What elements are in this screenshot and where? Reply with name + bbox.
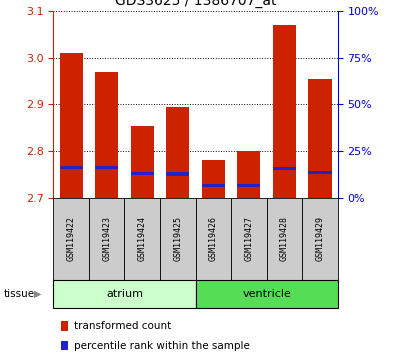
- Text: ▶: ▶: [34, 289, 41, 299]
- Bar: [166, 172, 189, 176]
- Text: GSM119422: GSM119422: [67, 216, 75, 262]
- Text: GSM119423: GSM119423: [102, 216, 111, 262]
- Bar: [196, 198, 231, 280]
- Bar: [53, 280, 196, 308]
- Bar: [95, 166, 118, 169]
- Bar: [202, 184, 225, 187]
- Bar: [308, 79, 331, 198]
- Text: GSM119427: GSM119427: [245, 216, 253, 262]
- Bar: [124, 198, 160, 280]
- Bar: [302, 198, 338, 280]
- Text: transformed count: transformed count: [74, 321, 171, 331]
- Bar: [160, 198, 196, 280]
- Text: GSM119426: GSM119426: [209, 216, 218, 262]
- Text: GSM119424: GSM119424: [138, 216, 147, 262]
- Bar: [166, 107, 189, 198]
- Text: GSM119429: GSM119429: [316, 216, 324, 262]
- Title: GDS3625 / 1386707_at: GDS3625 / 1386707_at: [115, 0, 276, 8]
- Text: percentile rank within the sample: percentile rank within the sample: [74, 341, 250, 351]
- Text: tissue: tissue: [4, 289, 35, 299]
- Bar: [231, 198, 267, 280]
- Bar: [273, 25, 296, 198]
- Bar: [237, 152, 260, 198]
- Bar: [308, 171, 331, 174]
- Bar: [53, 198, 89, 280]
- Text: GSM119428: GSM119428: [280, 216, 289, 262]
- Bar: [267, 198, 302, 280]
- Text: GSM119425: GSM119425: [173, 216, 182, 262]
- Bar: [60, 53, 83, 198]
- Text: ventricle: ventricle: [242, 289, 291, 299]
- Bar: [131, 126, 154, 198]
- Bar: [273, 167, 296, 170]
- Bar: [95, 72, 118, 198]
- Text: atrium: atrium: [106, 289, 143, 299]
- Bar: [60, 166, 83, 169]
- Bar: [89, 198, 124, 280]
- Bar: [131, 171, 154, 175]
- Bar: [196, 280, 338, 308]
- Bar: [237, 184, 260, 187]
- Bar: [202, 160, 225, 198]
